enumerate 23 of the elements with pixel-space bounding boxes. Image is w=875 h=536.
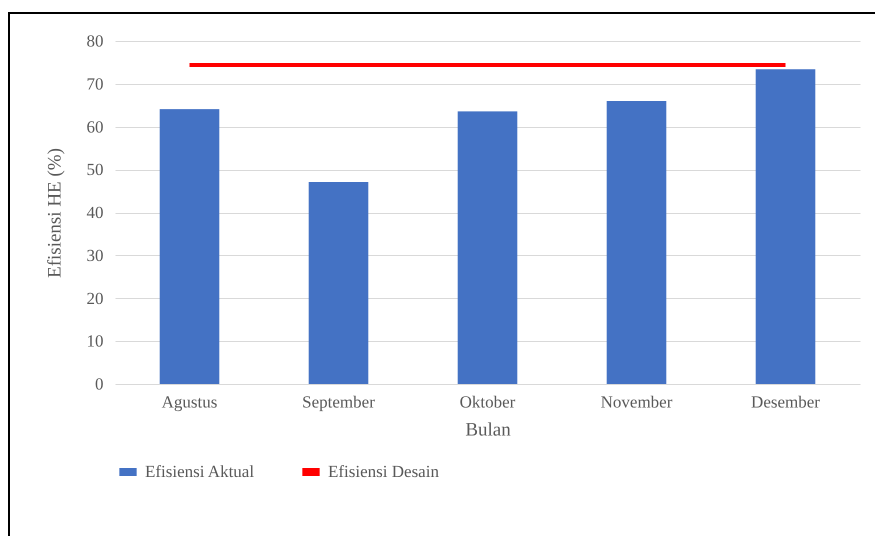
bar bbox=[308, 182, 368, 384]
y-tick-label: 80 bbox=[86, 32, 104, 50]
y-tick-label: 60 bbox=[86, 117, 104, 136]
legend-label: Efisiensi Aktual bbox=[145, 462, 254, 481]
x-tick-label: Agustus bbox=[162, 392, 218, 412]
bar bbox=[756, 69, 816, 384]
x-tick-label: Desember bbox=[751, 392, 820, 412]
bar bbox=[606, 101, 666, 384]
bar bbox=[160, 109, 220, 384]
y-tick-label: 10 bbox=[86, 332, 104, 351]
x-tick-label: Oktober bbox=[460, 392, 516, 412]
x-tick-label: November bbox=[600, 392, 673, 412]
bar bbox=[458, 111, 518, 384]
x-axis-title: Bulan bbox=[465, 420, 512, 440]
y-tick-label: 50 bbox=[86, 160, 104, 180]
y-tick-label: 70 bbox=[86, 74, 104, 94]
y-tick-label: 0 bbox=[95, 374, 104, 394]
x-tick-label: September bbox=[302, 392, 376, 412]
y-tick-label: 20 bbox=[86, 288, 104, 308]
y-tick-label: 30 bbox=[86, 246, 104, 265]
y-axis-title: Efisiensi HE (%) bbox=[44, 148, 66, 278]
legend-label: Efisiensi Desain bbox=[328, 462, 440, 481]
y-tick-label: 40 bbox=[86, 203, 104, 222]
